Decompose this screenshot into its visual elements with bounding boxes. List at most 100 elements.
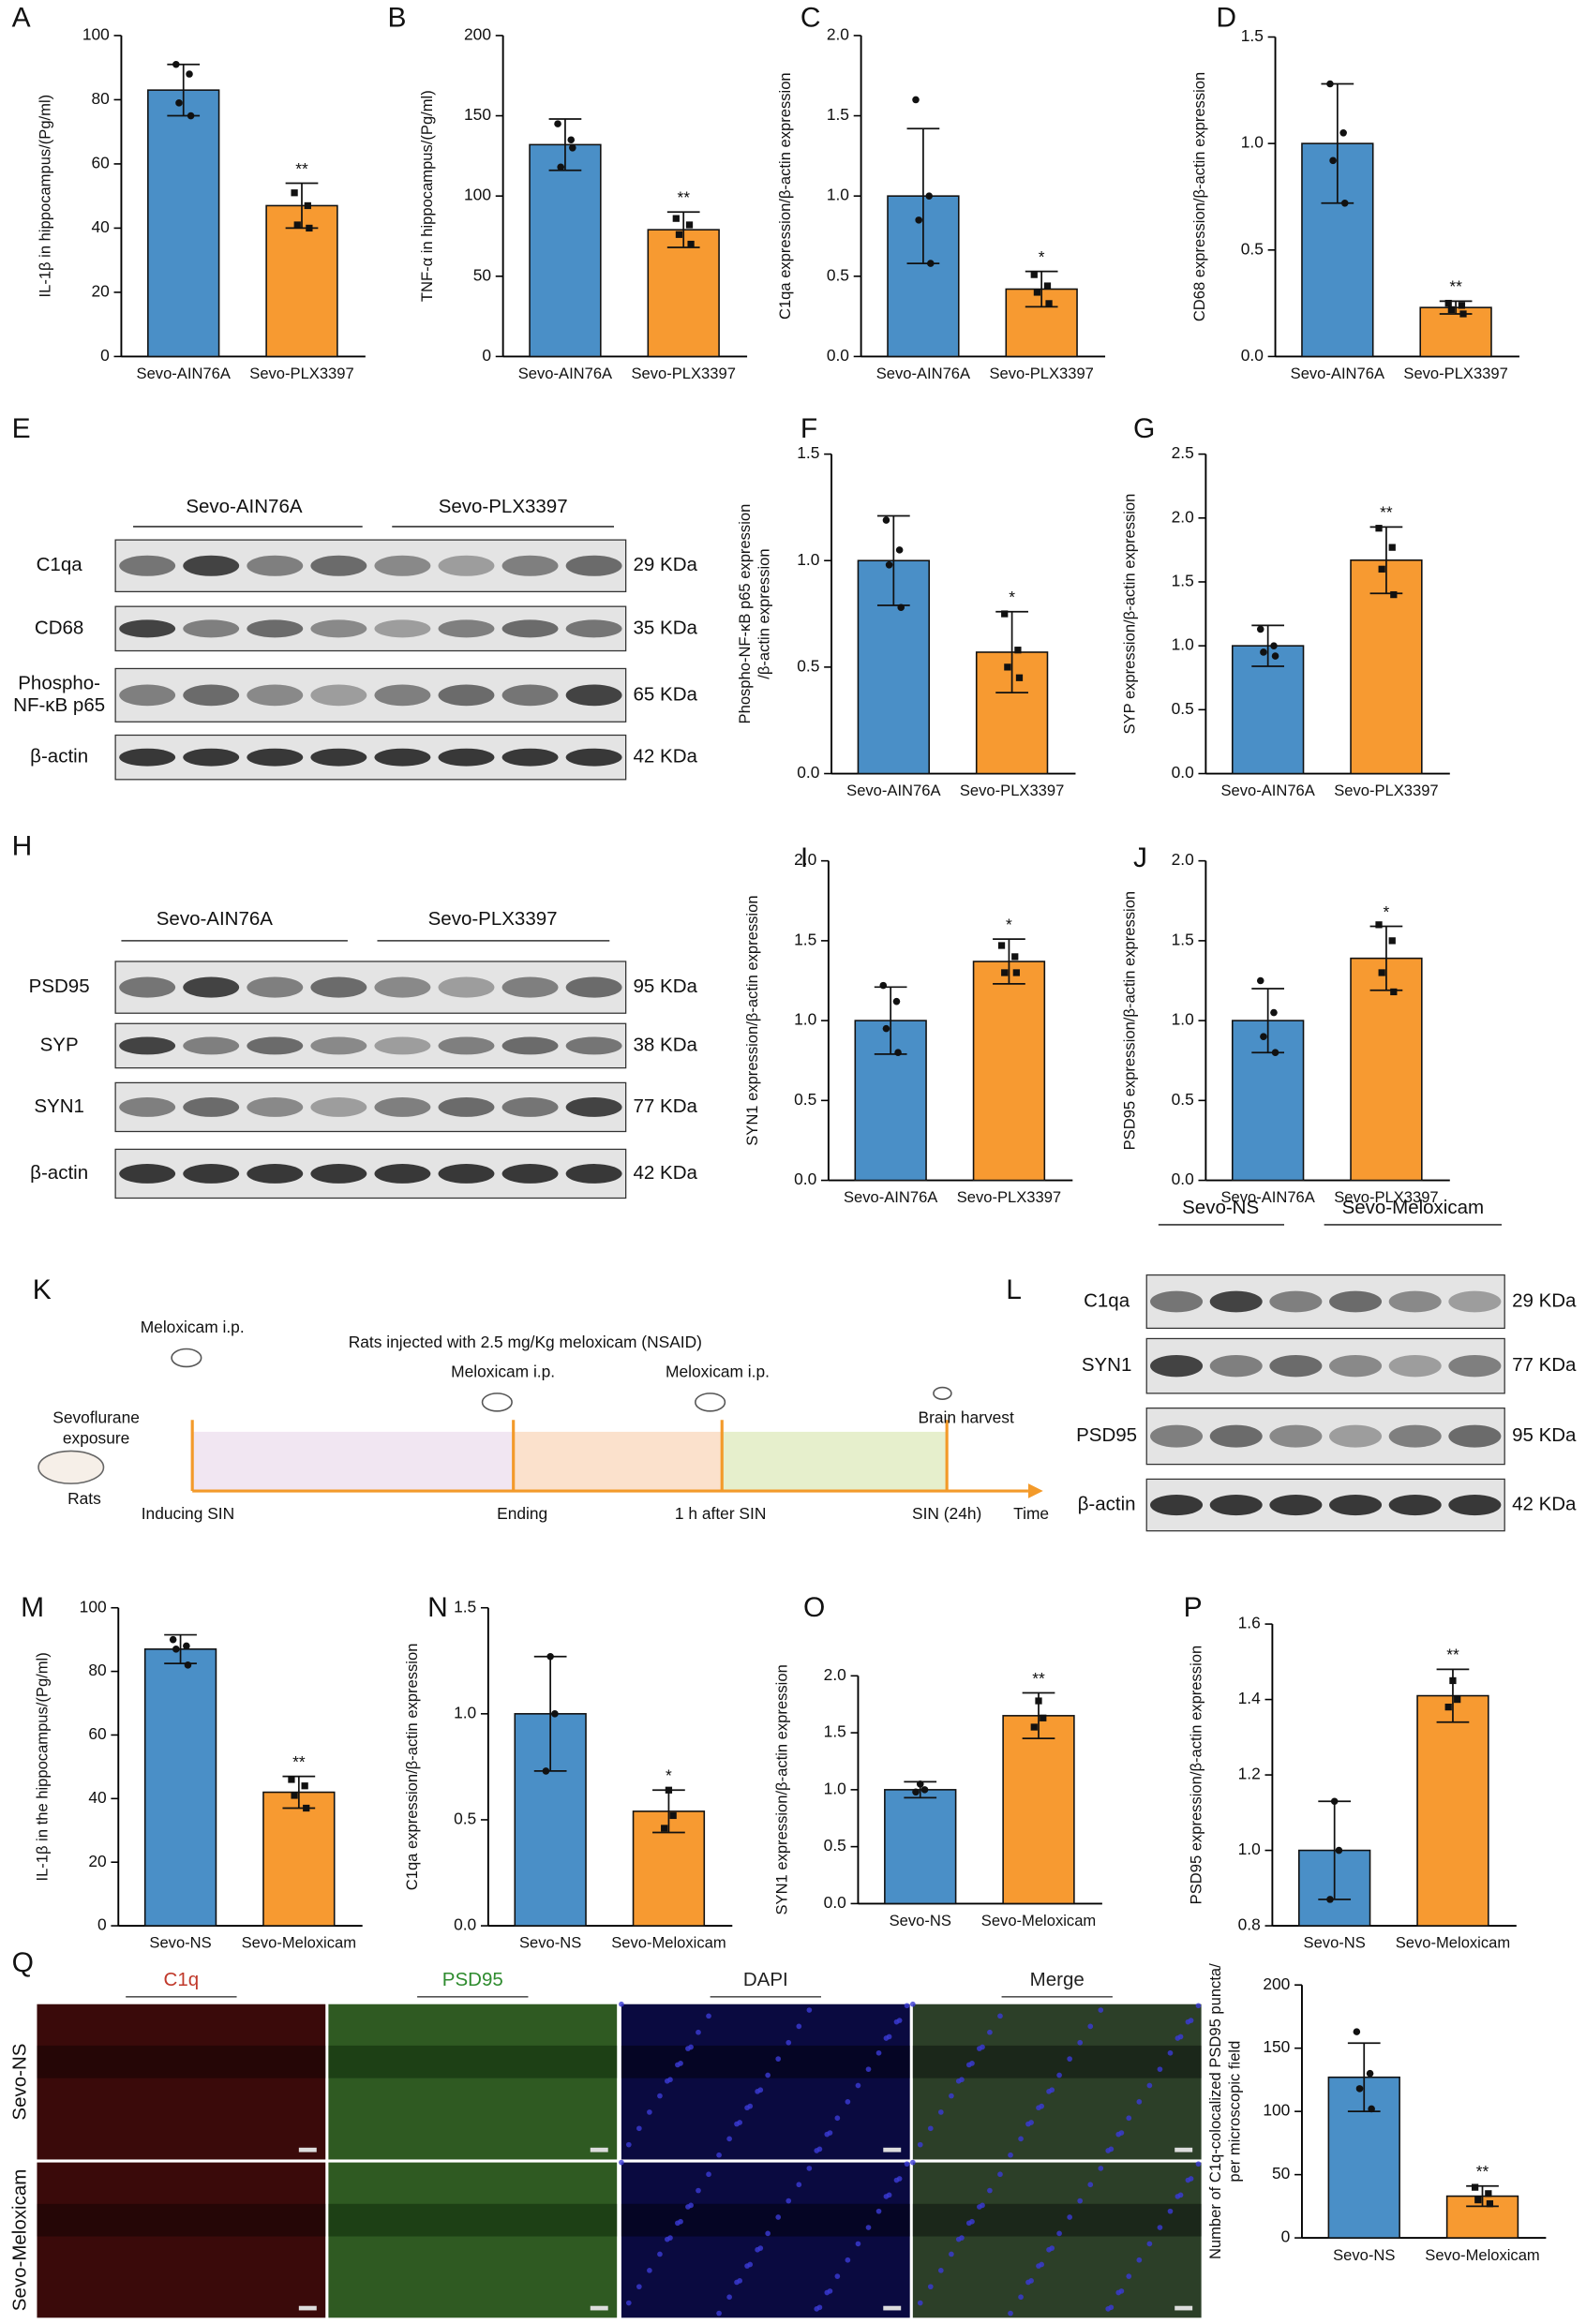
blot-band — [565, 555, 622, 576]
nucleus — [685, 2204, 691, 2210]
x-tick-label: Sevo-AIN76A — [137, 365, 232, 382]
rat-icon — [695, 1393, 726, 1412]
micrograph — [621, 2162, 910, 2318]
nucleus — [834, 2273, 841, 2279]
nucleus — [997, 2013, 1003, 2019]
blot-band — [1388, 1494, 1442, 1516]
nucleus — [706, 2013, 711, 2019]
data-point — [1335, 1846, 1343, 1855]
nucleus — [987, 2029, 993, 2035]
nucleus — [917, 2300, 923, 2306]
chart-panel: 0 50 100 150 200 Number of C1q-colocalized PS… — [1206, 1963, 1547, 2264]
y-tick-label: 40 — [91, 217, 109, 236]
nucleus — [910, 2159, 916, 2166]
rat-icon — [37, 1450, 105, 1484]
nucleus — [685, 2046, 691, 2051]
nucleus — [1167, 2208, 1174, 2214]
data-point — [1454, 1695, 1461, 1704]
micrograph — [328, 2162, 618, 2318]
micrograph — [37, 2162, 326, 2318]
significance: * — [1039, 247, 1045, 266]
blot-band — [310, 1164, 367, 1184]
y-axis-label: /β-actin expression — [756, 548, 773, 678]
x-tick-label: Sevo-PLX3397 — [1403, 365, 1507, 382]
data-point — [554, 120, 561, 127]
micrograph — [912, 2004, 1202, 2160]
nucleus — [1077, 2039, 1084, 2046]
size-label: 77 KDa — [1512, 1354, 1577, 1376]
data-point — [1015, 674, 1024, 681]
data-point — [301, 1782, 308, 1790]
microscopy: C1q PSD95 DAPI Merge Sevo-NS Sevo-Meloxicam — [9, 1969, 1202, 2318]
x-tick-label: Sevo-PLX3397 — [957, 1188, 1061, 1206]
nucleus — [1067, 2056, 1072, 2062]
y-tick-label: 0 — [1281, 2227, 1291, 2246]
data-point — [882, 1024, 890, 1033]
animal-label: Rats — [67, 1489, 101, 1508]
data-point — [1004, 663, 1011, 671]
scale-bar — [590, 2305, 608, 2311]
data-point — [916, 1780, 924, 1788]
data-point — [1260, 648, 1267, 656]
y-axis-label: SYN1 expression/β-actin expression — [743, 895, 761, 1145]
nucleus — [786, 2197, 792, 2204]
data-point — [1355, 2085, 1364, 2093]
data-point — [1329, 156, 1337, 165]
nucleus — [1105, 2148, 1112, 2153]
nucleus — [734, 2121, 740, 2127]
blot-band — [119, 1097, 176, 1117]
panel-letter: P — [1184, 1592, 1203, 1623]
nucleus — [1077, 2197, 1084, 2204]
nucleus — [845, 2257, 851, 2263]
injection-label: Meloxicam i.p. — [141, 1318, 245, 1336]
data-point — [1001, 969, 1009, 976]
axis-label: Time — [1013, 1504, 1049, 1523]
x-tick-label: Sevo-Meloxicam — [1425, 2246, 1539, 2264]
nucleus — [865, 2225, 872, 2230]
panel-letter: O — [803, 1592, 825, 1623]
y-tick-label: 100 — [80, 1597, 107, 1616]
data-point — [1270, 642, 1278, 649]
group-label: Sevo-NS — [1182, 1197, 1259, 1218]
blot-band — [1209, 1424, 1263, 1448]
nucleus — [855, 2082, 861, 2089]
data-point — [1449, 1676, 1457, 1685]
channel-label: Merge — [1030, 1969, 1085, 1990]
x-tick-label: Sevo-AIN76A — [518, 365, 613, 382]
nucleus — [1167, 2049, 1174, 2056]
chart-panel: D 0.0 0.5 1.0 1.5 CD68 expression/β-actin exp… — [1190, 2, 1519, 382]
significance: * — [1384, 902, 1390, 921]
data-point — [569, 144, 576, 152]
blot-band — [374, 748, 431, 767]
nucleus — [1185, 2019, 1191, 2025]
nucleus — [647, 2267, 652, 2273]
nucleus — [949, 2093, 954, 2099]
significance: * — [1009, 588, 1015, 606]
cell-layer — [37, 2045, 326, 2078]
data-point — [1326, 80, 1334, 88]
data-point — [542, 1767, 550, 1775]
panel-letter: J — [1133, 842, 1147, 873]
data-point — [1447, 305, 1455, 314]
nucleus — [726, 2294, 732, 2301]
blot-band — [183, 1164, 240, 1184]
blot-strip — [1145, 1408, 1505, 1466]
y-tick-label: 1.0 — [824, 1779, 846, 1797]
blot-band — [1448, 1424, 1502, 1448]
stage-label: 1 h after SIN — [675, 1504, 766, 1523]
blot-band — [119, 555, 176, 576]
micrograph — [37, 2004, 326, 2160]
blot-band — [565, 748, 622, 767]
nucleus — [845, 2099, 851, 2105]
nucleus — [997, 2171, 1003, 2178]
y-tick-label: 0.0 — [1172, 763, 1194, 782]
timeline-title: Rats injected with 2.5 mg/Kg meloxicam (… — [349, 1333, 702, 1351]
bar — [529, 143, 602, 358]
blot-band — [119, 619, 176, 638]
significance: ** — [677, 188, 690, 207]
cell-layer — [328, 2045, 618, 2078]
nucleus — [875, 2208, 882, 2214]
data-point — [169, 1635, 177, 1644]
blot-strip — [1145, 1274, 1505, 1330]
nucleus — [1195, 2161, 1202, 2168]
